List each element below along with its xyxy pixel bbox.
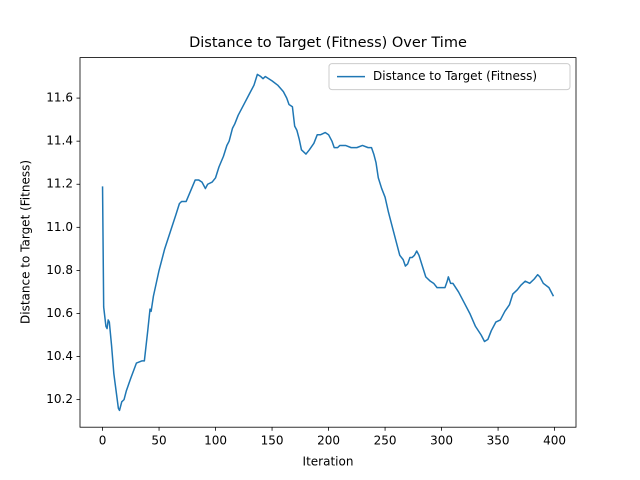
- y-tick-label: 10.6: [46, 306, 73, 320]
- y-tick-label: 10.8: [46, 263, 73, 277]
- legend-label: Distance to Target (Fitness): [373, 69, 537, 83]
- x-tick-label: 0: [99, 434, 107, 448]
- x-tick-label: 50: [151, 434, 166, 448]
- x-tick-label: 100: [204, 434, 227, 448]
- x-axis-label: Iteration: [303, 455, 354, 469]
- y-tick-label: 11.2: [46, 177, 73, 191]
- chart-title: Distance to Target (Fitness) Over Time: [189, 35, 467, 51]
- legend-box: [328, 63, 571, 91]
- x-tick-label: 300: [430, 434, 453, 448]
- y-tick-label: 11.6: [46, 91, 73, 105]
- y-tick-label: 11.0: [46, 220, 73, 234]
- x-tick-label: 250: [374, 434, 397, 448]
- y-tick-label: 11.4: [46, 134, 73, 148]
- x-tick-label: 350: [487, 434, 510, 448]
- y-tick-label: 10.4: [46, 349, 73, 363]
- x-tick-label: 200: [317, 434, 340, 448]
- x-tick-label: 400: [543, 434, 566, 448]
- data-line: [101, 73, 555, 412]
- y-axis-label: Distance to Target (Fitness): [19, 160, 33, 324]
- y-tick-label: 10.2: [46, 392, 73, 406]
- x-tick-label: 150: [261, 434, 284, 448]
- plot-frame: [79, 57, 577, 428]
